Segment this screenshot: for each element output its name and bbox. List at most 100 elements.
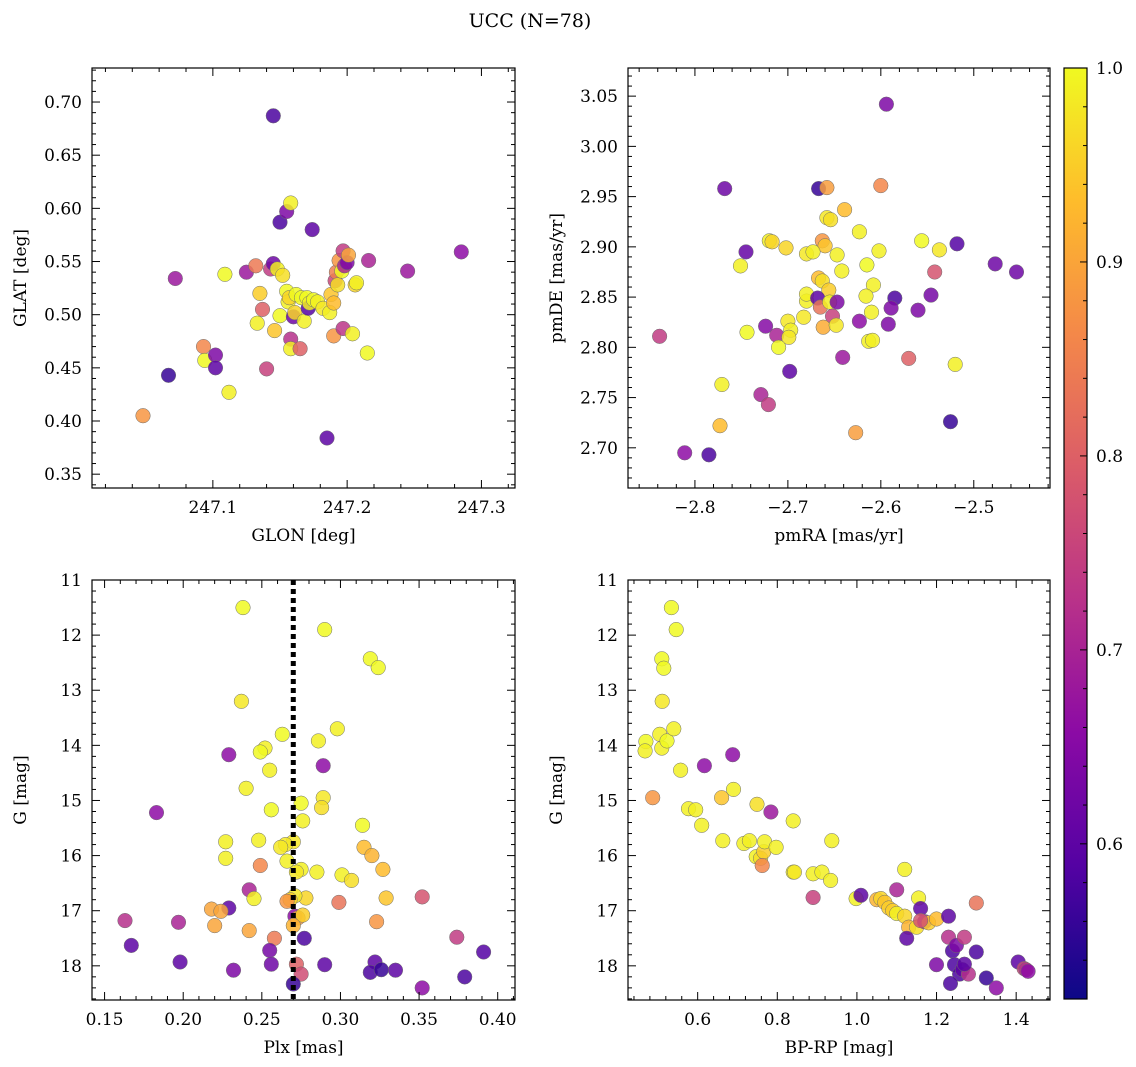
data-point [233, 693, 249, 709]
data-point [901, 350, 917, 366]
x-tick-label: 247.2 [323, 498, 372, 518]
colorbar-tick-label: 0.7 [1096, 641, 1123, 661]
data-point [768, 839, 784, 855]
data-point [947, 356, 963, 372]
data-point [656, 660, 672, 676]
data-point [344, 326, 361, 342]
y-tick-label: 11 [596, 571, 618, 591]
data-point [815, 319, 831, 335]
data-point [296, 313, 312, 329]
data-point [778, 240, 794, 256]
data-point [309, 864, 325, 880]
ticks-pmra-pmde [628, 68, 1050, 489]
y-tick-label: 2.80 [580, 338, 618, 358]
data-point [364, 848, 380, 864]
data-point [829, 294, 845, 310]
data-point [195, 339, 212, 355]
data-point [824, 833, 840, 849]
data-point [317, 957, 333, 973]
panel-glon-glat: 247.1 247.2 247.3 0.35 0.40 0.45 0.50 0.55 0.60 0… [11, 67, 516, 546]
data-point [314, 800, 330, 816]
data-point [160, 367, 177, 383]
axes-frame [91, 67, 516, 489]
data-point [414, 889, 430, 905]
data-point [279, 893, 295, 909]
data-point [659, 733, 675, 749]
data-point [259, 361, 275, 377]
y-tick-label: 0.55 [44, 253, 82, 273]
axes-frame [627, 579, 1051, 1001]
x-tick-label: 0.20 [164, 1010, 202, 1030]
colorbar-tick-label: 0.9 [1096, 253, 1123, 273]
data-point [123, 937, 139, 953]
data-point [738, 244, 754, 260]
data-point [148, 805, 165, 821]
data-point [359, 345, 375, 361]
y-tick-label: 0.45 [44, 359, 82, 379]
x-tick-label: 0.40 [479, 1010, 517, 1030]
panel-plx-g: 0.15 0.20 0.25 0.30 0.35 0.40 11 12 13 14 15 16 17 18… [11, 571, 517, 1058]
data-point [369, 914, 385, 930]
data-point [207, 360, 224, 376]
data-point [283, 195, 299, 211]
data-point [782, 363, 798, 379]
data-point [248, 258, 264, 274]
points-bprp-g [637, 600, 1036, 996]
data-point [764, 234, 780, 250]
data-point [673, 762, 689, 778]
ticks-plx-g [92, 579, 515, 1000]
y-tick-label: 0.35 [44, 465, 82, 485]
data-point [304, 222, 320, 238]
data-point [864, 332, 881, 348]
data-point [295, 813, 311, 829]
x-tick-label: −2.6 [860, 498, 901, 518]
data-point [249, 315, 265, 331]
data-point [796, 309, 812, 325]
data-point [654, 693, 670, 709]
data-point [218, 834, 234, 850]
ticks-bprp-g [628, 579, 1050, 1000]
y-tick-label: 12 [596, 626, 618, 646]
data-point [414, 980, 430, 996]
data-point [252, 285, 268, 301]
data-point [1020, 963, 1036, 979]
colorbar-tick-label: 0.6 [1096, 835, 1123, 855]
y-tick-label: 13 [596, 681, 618, 701]
data-point [853, 887, 869, 903]
y-tick-label: 16 [60, 847, 82, 867]
data-point [863, 304, 880, 320]
data-point [837, 202, 853, 218]
data-point [763, 804, 779, 820]
y-axis-label: GLAT [deg] [11, 229, 31, 327]
data-point [241, 923, 257, 939]
y-tick-label: 3.00 [580, 137, 618, 157]
data-point [927, 264, 943, 280]
data-point [739, 324, 755, 340]
data-point [805, 244, 821, 260]
colorbar-gradient [1064, 68, 1087, 999]
data-point [666, 721, 682, 737]
x-tick-label: 0.6 [684, 1010, 711, 1030]
data-point [694, 817, 710, 833]
data-point [331, 894, 347, 910]
data-point [361, 252, 377, 269]
ticks-glon-glat [92, 68, 515, 488]
data-point [835, 349, 851, 365]
y-tick-label: 17 [60, 902, 82, 922]
y-tick-label: 18 [596, 957, 618, 977]
data-point [834, 263, 850, 279]
data-point [913, 913, 929, 929]
axes-frame [91, 579, 516, 1001]
data-point [923, 287, 939, 303]
data-point [712, 418, 728, 434]
data-point [819, 180, 835, 196]
data-point [899, 930, 915, 946]
x-tick-label: 1.2 [923, 1010, 950, 1030]
data-point [725, 747, 741, 763]
data-point [865, 277, 881, 293]
data-point [942, 414, 959, 430]
data-point [771, 339, 787, 355]
data-point [829, 247, 845, 263]
x-tick-label: 0.8 [764, 1010, 791, 1030]
